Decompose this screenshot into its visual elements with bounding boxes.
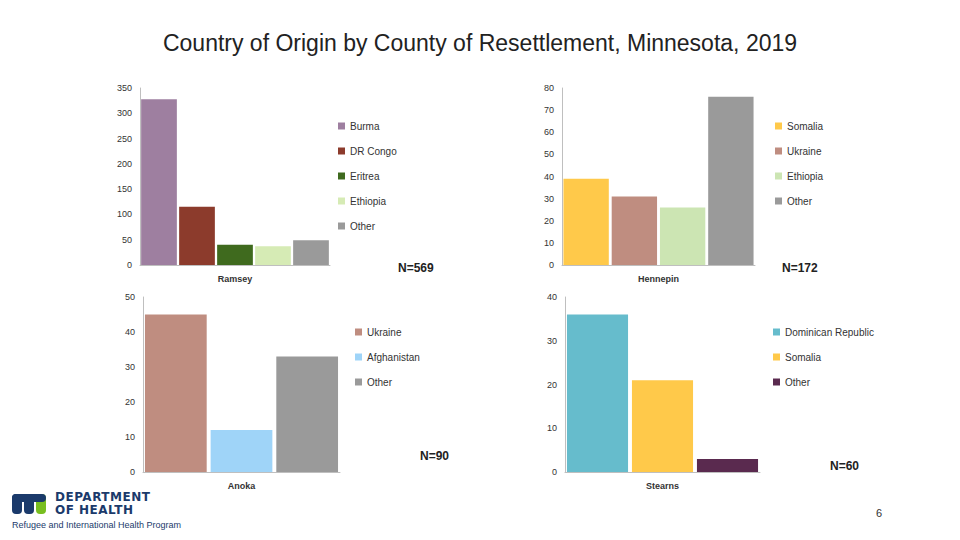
- svg-text:0: 0: [127, 260, 132, 270]
- html-text:Country of Origin by County of: Country of Origin by County of Resettlem…: [162, 30, 797, 56]
- svg-text:40: 40: [547, 292, 557, 302]
- svg-text:Ramsey: Ramsey: [218, 274, 253, 284]
- svg-text:Ethiopia: Ethiopia: [350, 196, 387, 207]
- svg-text:Ukraine: Ukraine: [367, 327, 402, 338]
- svg-text:100: 100: [117, 209, 132, 219]
- svg-text:50: 50: [544, 149, 554, 159]
- svg-text:40: 40: [544, 172, 554, 182]
- svg-text:Hennepin: Hennepin: [638, 274, 679, 284]
- svg-text:300: 300: [117, 108, 132, 118]
- svg-text:Other: Other: [787, 196, 813, 207]
- html-text:Refugee and International Heal: Refugee and International Health Program: [12, 520, 182, 530]
- svg-text:Other: Other: [785, 377, 811, 388]
- svg-text:Somalia: Somalia: [787, 121, 824, 132]
- svg-text:30: 30: [547, 336, 557, 346]
- html-text:OF HEALTH: OF HEALTH: [55, 503, 134, 517]
- svg-text:Anoka: Anoka: [228, 481, 257, 491]
- svg-text:Burma: Burma: [350, 121, 380, 132]
- svg-text:Afghanistan: Afghanistan: [367, 352, 420, 363]
- svg-text:Other: Other: [367, 377, 393, 388]
- html-text:DEPARTMENT: DEPARTMENT: [55, 490, 151, 504]
- svg-text:Other: Other: [350, 221, 376, 232]
- svg-text:Stearns: Stearns: [646, 481, 679, 491]
- svg-text:0: 0: [552, 467, 557, 477]
- svg-text:20: 20: [125, 397, 135, 407]
- svg-text:150: 150: [117, 184, 132, 194]
- svg-text:250: 250: [117, 134, 132, 144]
- svg-text:0: 0: [130, 467, 135, 477]
- svg-text:20: 20: [544, 216, 554, 226]
- svg-text:10: 10: [125, 432, 135, 442]
- svg-text:50: 50: [122, 235, 132, 245]
- svg-text:Dominican Republic: Dominican Republic: [785, 327, 874, 338]
- svg-text:10: 10: [544, 238, 554, 248]
- svg-text:30: 30: [544, 194, 554, 204]
- svg-text:N=60: N=60: [830, 459, 859, 473]
- svg-text:200: 200: [117, 159, 132, 169]
- svg-text:N=569: N=569: [398, 261, 434, 275]
- svg-text:30: 30: [125, 362, 135, 372]
- svg-text:N=172: N=172: [782, 261, 818, 275]
- svg-text:60: 60: [544, 127, 554, 137]
- svg-text:70: 70: [544, 105, 554, 115]
- svg-text:DR Congo: DR Congo: [350, 146, 397, 157]
- svg-text:N=90: N=90: [420, 449, 449, 463]
- svg-text:350: 350: [117, 83, 132, 93]
- svg-text:50: 50: [125, 292, 135, 302]
- svg-text:40: 40: [125, 327, 135, 337]
- svg-text:Eritrea: Eritrea: [350, 171, 380, 182]
- svg-text:20: 20: [547, 380, 557, 390]
- svg-text:80: 80: [544, 83, 554, 93]
- svg-text:0: 0: [549, 260, 554, 270]
- svg-text:Somalia: Somalia: [785, 352, 822, 363]
- svg-text:Ukraine: Ukraine: [787, 146, 822, 157]
- html-text:6: 6: [876, 507, 883, 519]
- svg-text:10: 10: [547, 423, 557, 433]
- svg-text:Ethiopia: Ethiopia: [787, 171, 824, 182]
